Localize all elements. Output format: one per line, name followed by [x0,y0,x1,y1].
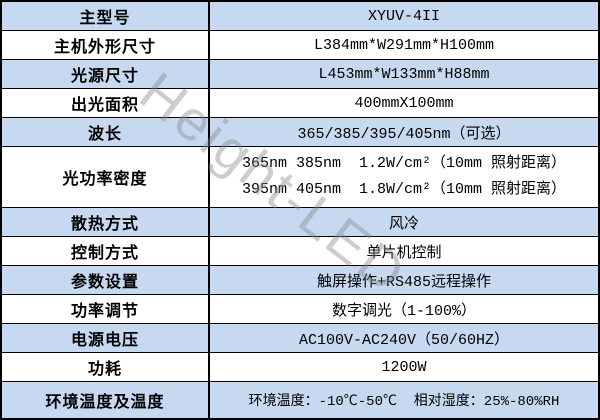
spec-value: 环境温度：-10℃-50℃ 相对湿度：25%-80%RH [248,394,560,410]
spec-value: 365nm 385nm 1.2W/cm²（10mm 照射距离） 395nm 405… [210,147,598,207]
spec-value: 400mmX100mm [354,94,454,112]
spec-label: 散热方式 [2,208,210,236]
spec-value-line: 395nm 405nm 1.8W/cm²（10mm 照射距离） [241,181,567,198]
table-row: 出光面积 400mmX100mm [2,89,598,118]
spec-value: 触屏操作+RS485远程操作 [316,273,491,291]
table-row: 光功率密度 365nm 385nm 1.2W/cm²（10mm 照射距离） 395… [2,147,598,208]
spec-value: 单片机控制 [366,244,442,262]
table-row: 主机外形尺寸 L384mm*W291mm*H100mm [2,31,598,60]
spec-label: 主型号 [2,2,210,30]
spec-value: 365/385/395/405nm（可选） [297,125,511,143]
table-row: 光源尺寸 L453mm*W133mm*H88mm [2,60,598,89]
spec-label: 电源电压 [2,324,210,352]
spec-label: 主机外形尺寸 [2,31,210,59]
spec-label: 控制方式 [2,237,210,265]
spec-value: 1200W [381,358,427,376]
spec-label: 光源尺寸 [2,60,210,88]
spec-label: 波长 [2,118,210,146]
table-row: 功率调节 数字调光（1-100%） [2,295,598,324]
spec-value: L453mm*W133mm*H88mm [318,65,490,83]
spec-label: 光功率密度 [2,147,210,207]
spec-value: 数字调光（1-100%） [331,302,476,320]
spec-label: 功率调节 [2,295,210,323]
spec-label: 出光面积 [2,89,210,117]
table-row: 环境温度及温度 环境温度：-10℃-50℃ 相对湿度：25%-80%RH [2,382,598,418]
spec-value: 风冷 [388,215,419,233]
table-row: 参数设置 触屏操作+RS485远程操作 [2,266,598,295]
spec-label: 参数设置 [2,266,210,294]
spec-value: XYUV-4II [367,7,440,25]
table-row: 电源电压 AC100V-AC240V（50/60HZ） [2,324,598,353]
spec-value: L384mm*W291mm*H100mm [313,36,495,54]
table-row: 控制方式 单片机控制 [2,237,598,266]
table-row: 散热方式 风冷 [2,208,598,237]
table-row: 主型号 XYUV-4II [2,2,598,31]
table-row: 波长 365/385/395/405nm（可选） [2,118,598,147]
spec-label: 环境温度及温度 [2,382,210,418]
spec-value-line: 365nm 385nm 1.2W/cm²（10mm 照射距离） [241,155,567,172]
spec-value: AC100V-AC240V（50/60HZ） [298,331,510,349]
spec-label: 功耗 [2,353,210,381]
table-row: 功耗 1200W [2,353,598,382]
